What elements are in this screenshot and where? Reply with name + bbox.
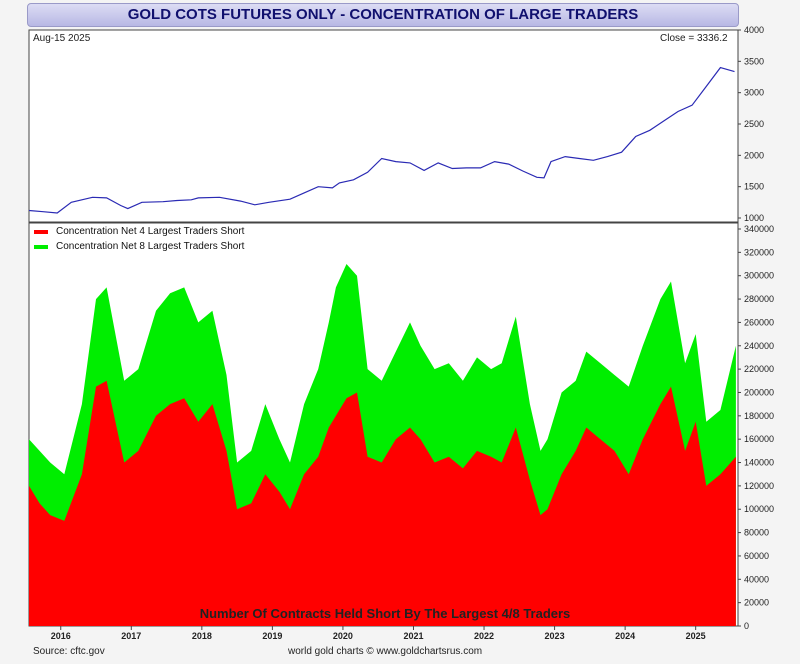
year-tick-label: 2022 bbox=[474, 631, 494, 641]
date-label: Aug-15 2025 bbox=[33, 33, 91, 44]
conc-tick-label: 220000 bbox=[744, 364, 774, 374]
price-tick-label: 4000 bbox=[744, 25, 764, 35]
year-tick-label: 2024 bbox=[615, 631, 635, 641]
legend-item-net8: Concentration Net 8 Largest Traders Shor… bbox=[34, 241, 244, 252]
conc-tick-label: 80000 bbox=[744, 528, 769, 538]
conc-tick-label: 120000 bbox=[744, 481, 774, 491]
chart-title: GOLD COTS FUTURES ONLY - CONCENTRATION O… bbox=[27, 3, 739, 27]
conc-tick-label: 160000 bbox=[744, 434, 774, 444]
price-tick-label: 1500 bbox=[744, 182, 764, 192]
year-tick-label: 2016 bbox=[51, 631, 71, 641]
year-tick-label: 2025 bbox=[686, 631, 706, 641]
conc-tick-label: 200000 bbox=[744, 387, 774, 397]
legend-swatch-net8 bbox=[34, 244, 48, 249]
legend-label-net4: Concentration Net 4 Largest Traders Shor… bbox=[56, 226, 245, 237]
conc-tick-label: 40000 bbox=[744, 574, 769, 584]
price-tick-label: 1000 bbox=[744, 213, 764, 223]
conc-tick-label: 300000 bbox=[744, 271, 774, 281]
conc-tick-label: 280000 bbox=[744, 294, 774, 304]
price-tick-label: 3500 bbox=[744, 56, 764, 66]
conc-tick-label: 100000 bbox=[744, 504, 774, 514]
series-area-net4 bbox=[29, 380, 736, 626]
conc-tick-label: 240000 bbox=[744, 341, 774, 351]
chart-marks bbox=[28, 66, 736, 626]
source-label: Source: cftc.gov bbox=[33, 646, 105, 657]
year-tick-label: 2023 bbox=[545, 631, 565, 641]
conc-tick-label: 340000 bbox=[744, 224, 774, 234]
close-label: Close = 3336.2 bbox=[660, 33, 728, 44]
conc-tick-label: 0 bbox=[744, 621, 749, 631]
conc-tick-label: 180000 bbox=[744, 411, 774, 421]
price-tick-label: 2500 bbox=[744, 119, 764, 129]
conc-tick-label: 20000 bbox=[744, 598, 769, 608]
year-tick-label: 2018 bbox=[192, 631, 212, 641]
conc-tick-label: 60000 bbox=[744, 551, 769, 561]
legend-label-net8: Concentration Net 8 Largest Traders Shor… bbox=[56, 241, 245, 252]
year-tick-label: 2017 bbox=[121, 631, 141, 641]
legend-swatch-net4 bbox=[34, 229, 48, 234]
price-panel bbox=[28, 29, 739, 223]
price-tick-label: 2000 bbox=[744, 150, 764, 160]
conc-tick-label: 260000 bbox=[744, 317, 774, 327]
year-tick-label: 2020 bbox=[333, 631, 353, 641]
legend-item-net4: Concentration Net 4 Largest Traders Shor… bbox=[34, 226, 244, 237]
price-tick-label: 3000 bbox=[744, 88, 764, 98]
conc-tick-label: 320000 bbox=[744, 247, 774, 257]
credit-label: world gold charts © www.goldchartsrus.co… bbox=[288, 646, 483, 657]
conc-tick-label: 140000 bbox=[744, 458, 774, 468]
chart-axes: 1000150020002500300035004000020000400006… bbox=[51, 25, 774, 641]
year-tick-label: 2021 bbox=[403, 631, 423, 641]
series-line-gold-price bbox=[28, 66, 735, 214]
year-tick-label: 2019 bbox=[262, 631, 282, 641]
bottom-caption: Number Of Contracts Held Short By The La… bbox=[199, 606, 571, 621]
